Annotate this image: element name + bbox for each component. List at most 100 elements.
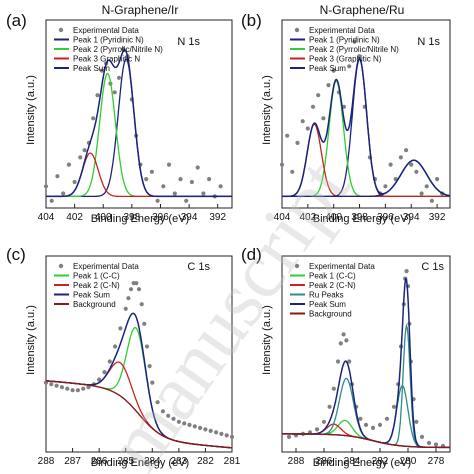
peak-sum-line xyxy=(46,49,232,198)
data-point xyxy=(419,434,425,439)
data-point xyxy=(398,155,403,160)
x-axis-label-d: Binding Energy (eV) xyxy=(313,457,411,469)
data-point xyxy=(70,388,75,393)
panel-label-c: (c) xyxy=(6,245,26,264)
data-point xyxy=(207,177,212,182)
x-tick-label: 284 xyxy=(344,456,361,467)
data-point xyxy=(435,177,440,182)
legend-entry: Peak 1 (Pyridinic N) xyxy=(309,36,380,45)
data-point xyxy=(224,433,229,438)
data-point xyxy=(155,400,160,405)
data-point xyxy=(81,386,86,391)
legend-entry: Peak 1 (Pyridinic N) xyxy=(73,36,144,45)
data-point xyxy=(150,380,155,385)
data-point xyxy=(198,425,203,430)
data-point xyxy=(218,184,223,189)
data-point xyxy=(363,422,369,427)
data-point xyxy=(310,104,316,109)
legend-entry: Peak 2 (Pyrrolic/Nitrile N) xyxy=(73,45,163,54)
data-point xyxy=(59,385,64,390)
y-axis-label-a: Intensity (a.u.) xyxy=(25,75,37,145)
legend-entry: Experimental Data xyxy=(73,262,139,271)
x-tick-label: 286 xyxy=(316,456,333,467)
data-point xyxy=(347,64,352,69)
data-point xyxy=(358,416,363,421)
data-point xyxy=(335,359,341,364)
data-point xyxy=(75,388,80,393)
data-point xyxy=(128,287,134,292)
x-tick-label: 284 xyxy=(144,456,161,467)
data-point xyxy=(404,148,409,153)
y-axis-label-c: Intensity (a.u.) xyxy=(25,305,37,375)
extra-peak-line xyxy=(282,159,451,198)
data-point xyxy=(321,419,327,424)
panel-d: (d) C 1s Binding Energy (eV) Intensity (… xyxy=(241,245,451,469)
data-point xyxy=(113,344,118,349)
x-tick-label: 404 xyxy=(38,212,55,223)
x-tick-label: 280 xyxy=(400,456,417,467)
background-line xyxy=(282,433,450,449)
x-tick-label: 394 xyxy=(403,212,420,223)
core-level-c: C 1s xyxy=(187,261,210,273)
data-point xyxy=(286,434,292,439)
data-point xyxy=(142,321,147,326)
plot-frame xyxy=(45,19,233,209)
data-point xyxy=(155,198,160,203)
data-point xyxy=(331,386,336,391)
x-tick-label: 396 xyxy=(152,212,169,223)
panel-label-b: (b) xyxy=(241,11,262,30)
y-axis-label-b: Intensity (a.u.) xyxy=(261,75,273,145)
data-point xyxy=(112,90,117,95)
legend-entry: Peak Sum xyxy=(309,300,346,309)
data-point xyxy=(321,116,326,121)
series-line-1 xyxy=(46,58,232,198)
data-point xyxy=(172,191,177,196)
legend-entry: Peak 1 (C-C) xyxy=(73,272,120,281)
data-point xyxy=(300,119,305,124)
legend-marker xyxy=(58,263,64,269)
data-point xyxy=(78,155,83,160)
data-point xyxy=(344,338,349,343)
x-tick-label: 282 xyxy=(197,456,214,467)
data-point xyxy=(189,179,194,185)
legend-entry: Peak 3 Graphitic N xyxy=(73,55,140,64)
data-point xyxy=(219,431,224,436)
x-tick-label: 400 xyxy=(95,212,112,223)
panel-b: (b) N-Graphene/Ru N 1s Binding Energy (e… xyxy=(241,3,451,225)
x-tick-label: 278 xyxy=(428,456,445,467)
data-point xyxy=(290,169,295,174)
data-point xyxy=(305,126,310,131)
data-point xyxy=(352,39,357,44)
legend-entry: Peak 2 (C-N) xyxy=(309,281,356,290)
data-point xyxy=(195,165,200,170)
x-tick-label: 404 xyxy=(274,212,291,223)
legend-marker xyxy=(294,27,300,33)
x-tick-label: 402 xyxy=(66,212,83,223)
data-point xyxy=(316,93,321,98)
x-tick-label: 288 xyxy=(288,456,305,467)
data-point xyxy=(201,191,206,196)
legend-marker xyxy=(58,27,64,33)
plot-area-c: 288 287 286 285 284 283 282 281 Experimental Dat… xyxy=(38,255,241,467)
core-level-b: N 1s xyxy=(417,36,440,48)
data-point xyxy=(409,162,414,167)
x-tick-label: 281 xyxy=(224,456,241,467)
data-point xyxy=(326,83,331,88)
data-point xyxy=(149,169,154,174)
x-tick-label: 288 xyxy=(38,456,55,467)
data-point xyxy=(144,344,150,349)
data-point xyxy=(65,386,70,391)
data-point xyxy=(229,434,235,439)
x-axis-label-c: Binding Energy (eV) xyxy=(91,457,189,469)
panel-title-a: N-Graphene/Ir xyxy=(102,3,179,17)
x-tick-label: 285 xyxy=(117,456,134,467)
legend-entry: Peak Sum xyxy=(73,64,110,73)
plot-frame xyxy=(281,255,451,453)
legend-entry: Background xyxy=(73,300,116,309)
data-point xyxy=(388,162,393,167)
x-tick-label: 392 xyxy=(209,212,226,223)
data-point xyxy=(99,68,104,73)
